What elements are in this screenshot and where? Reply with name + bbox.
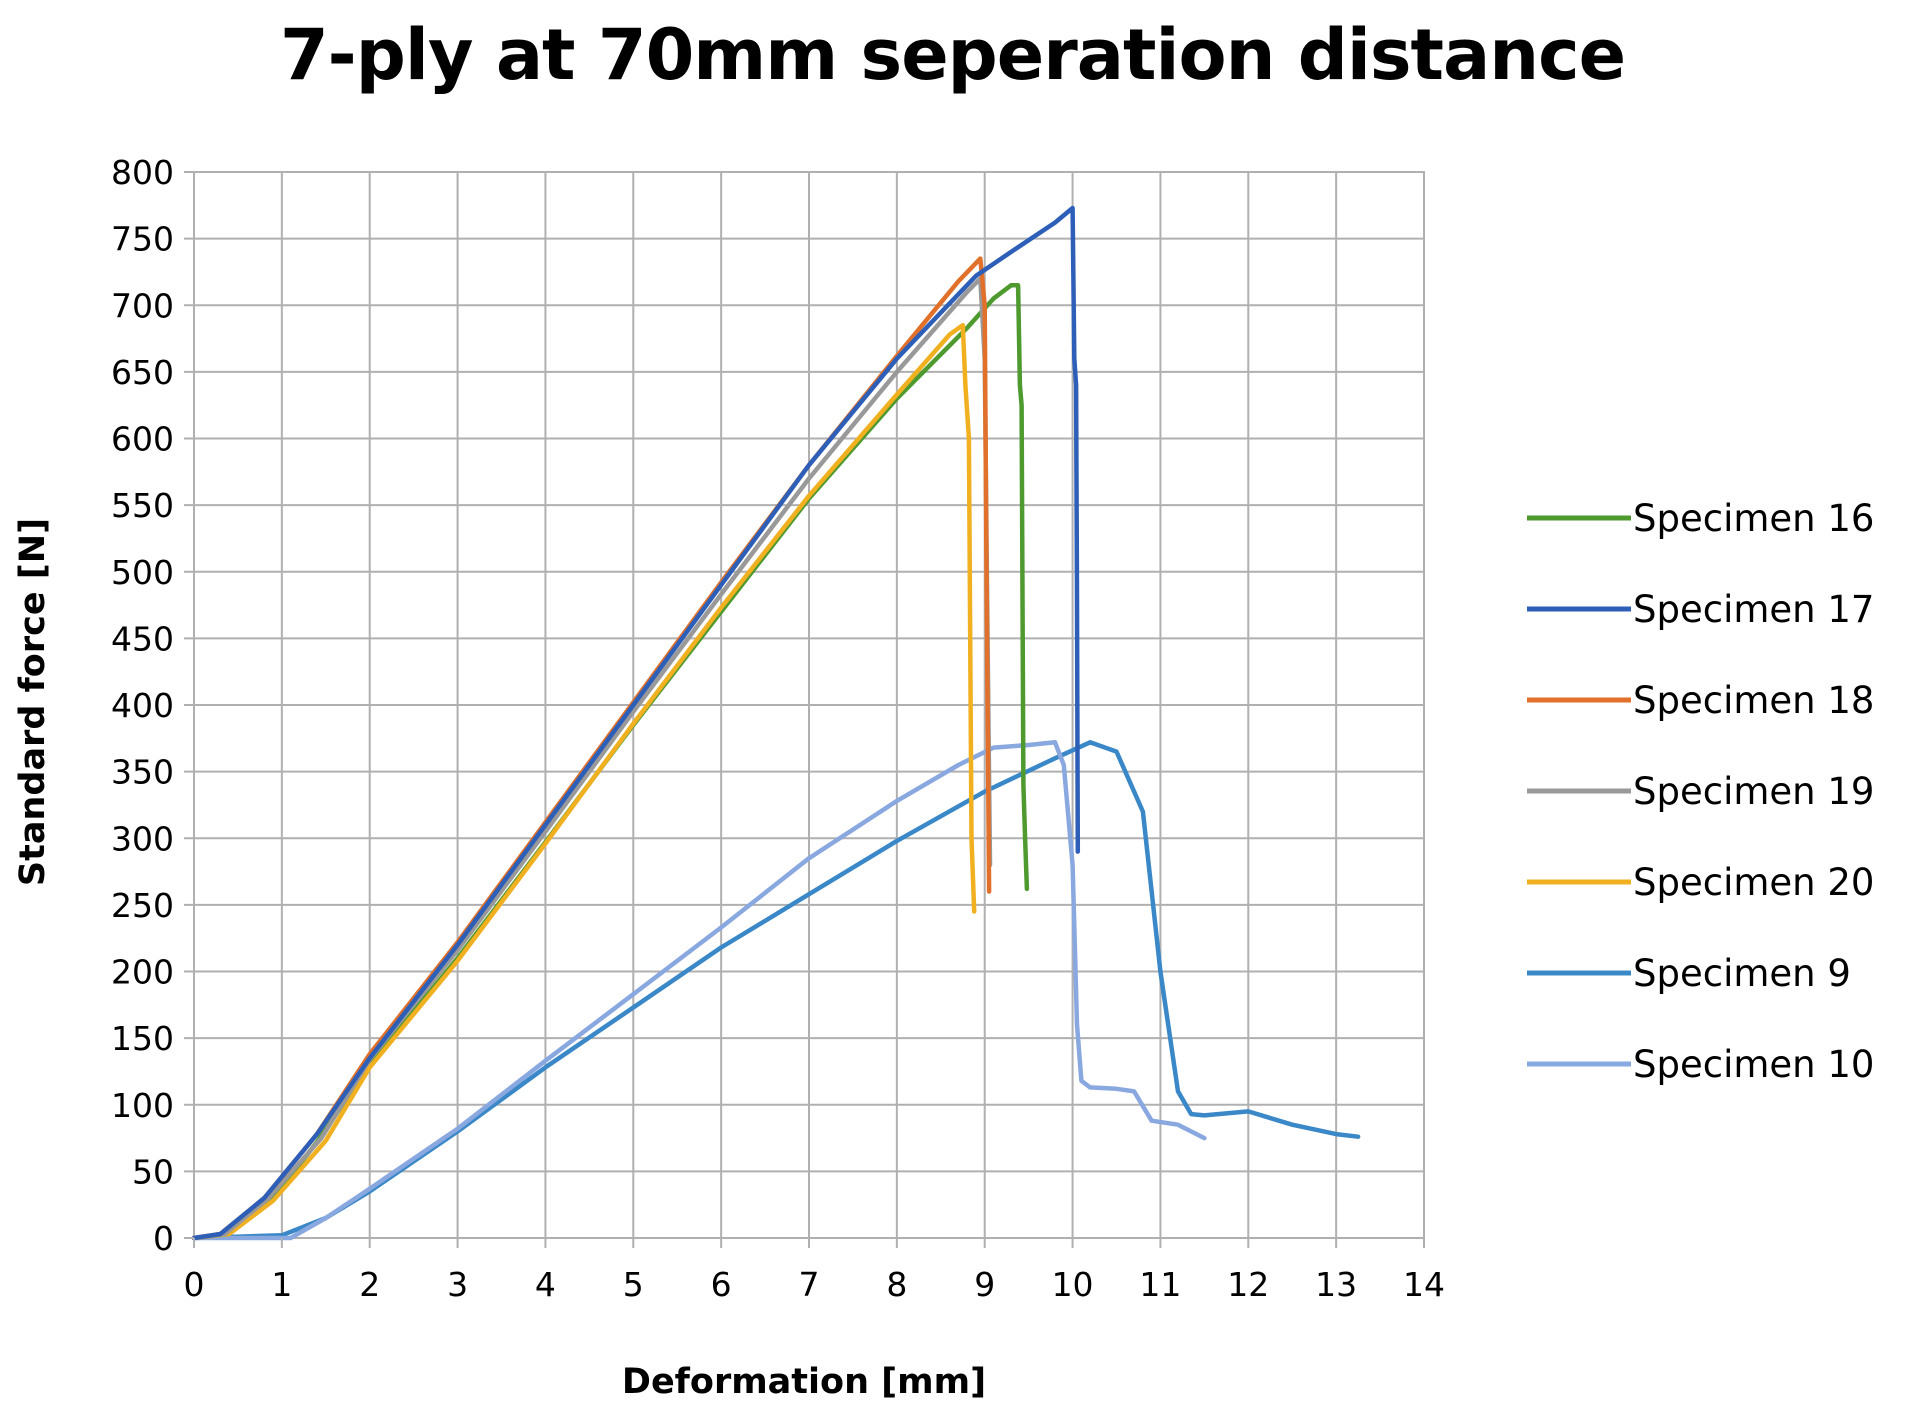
legend-entry: Specimen 10 [1527, 1043, 1874, 1086]
legend-entry: Specimen 17 [1527, 588, 1874, 631]
legend-entry: Specimen 20 [1527, 861, 1874, 904]
y-tick-label: 350 [111, 753, 174, 792]
y-tick-label: 750 [111, 220, 174, 259]
x-tick-label: 13 [1315, 1265, 1357, 1304]
y-axis-label: Standard force [N] [13, 518, 53, 886]
x-tick-label: 12 [1227, 1265, 1269, 1304]
y-tick-label: 150 [111, 1019, 174, 1058]
series-line-specimen-17 [191, 205, 1081, 1241]
x-tick-label: 1 [271, 1265, 292, 1304]
x-tick-label: 8 [886, 1265, 907, 1304]
legend: Specimen 16 Specimen 17 Specimen 18 Specime… [1527, 497, 1874, 1086]
legend-entry: Specimen 19 [1527, 770, 1874, 813]
legend-entry: Specimen 16 [1527, 497, 1874, 540]
x-tick-label: 14 [1403, 1265, 1445, 1304]
y-tick-label: 300 [111, 819, 174, 858]
legend-label: Specimen 18 [1633, 679, 1874, 722]
y-tick-label: 250 [111, 886, 174, 925]
y-tick-label: 100 [111, 1086, 174, 1125]
y-tick-label: 50 [132, 1152, 174, 1191]
y-tick-label: 650 [111, 353, 174, 392]
legend-label: Specimen 19 [1633, 770, 1874, 813]
x-axis-label: Deformation [mm] [622, 1362, 986, 1402]
series-layer [191, 205, 1361, 1241]
series-line-specimen-9 [191, 740, 1361, 1241]
x-tick-label: 11 [1139, 1265, 1181, 1304]
series-line-specimen-10 [191, 740, 1207, 1241]
legend-label: Specimen 16 [1633, 497, 1874, 540]
x-tick-label: 5 [623, 1265, 644, 1304]
x-tick-label: 9 [974, 1265, 995, 1304]
x-tick-label: 2 [359, 1265, 380, 1304]
grid-layer [193, 171, 1425, 1239]
legend-entry: Specimen 18 [1527, 679, 1874, 722]
y-tick-label: 200 [111, 953, 174, 992]
y-tick-label: 450 [111, 619, 174, 658]
legend-label: Specimen 20 [1633, 861, 1874, 904]
y-tick-label: 600 [111, 420, 174, 459]
y-tick-label: 700 [111, 286, 174, 325]
legend-label: Specimen 10 [1633, 1043, 1874, 1086]
x-tick-label: 3 [447, 1265, 468, 1304]
y-tick-label: 400 [111, 686, 174, 725]
x-tick-label: 0 [184, 1265, 205, 1304]
x-tick-label: 7 [799, 1265, 820, 1304]
y-tick-label: 550 [111, 486, 174, 525]
series-line-specimen-19 [191, 276, 993, 1241]
tick-layer: 0 1 2 3 4 5 6 7 8 9 10 11 12 13 1405010015020025030035… [111, 153, 1445, 1304]
series-line-specimen-20 [191, 322, 977, 1241]
x-tick-label: 10 [1052, 1265, 1094, 1304]
x-tick-label: 4 [535, 1265, 556, 1304]
x-tick-label: 6 [711, 1265, 732, 1304]
legend-label: Specimen 9 [1633, 952, 1851, 995]
legend-label: Specimen 17 [1633, 588, 1874, 631]
y-tick-label: 800 [111, 153, 174, 192]
y-tick-label: 500 [111, 553, 174, 592]
y-tick-label: 0 [153, 1219, 174, 1258]
series-line-specimen-16 [191, 283, 1030, 1241]
legend-entry: Specimen 9 [1527, 952, 1851, 995]
chart-title: 7-ply at 70mm seperation distance [279, 14, 1626, 96]
